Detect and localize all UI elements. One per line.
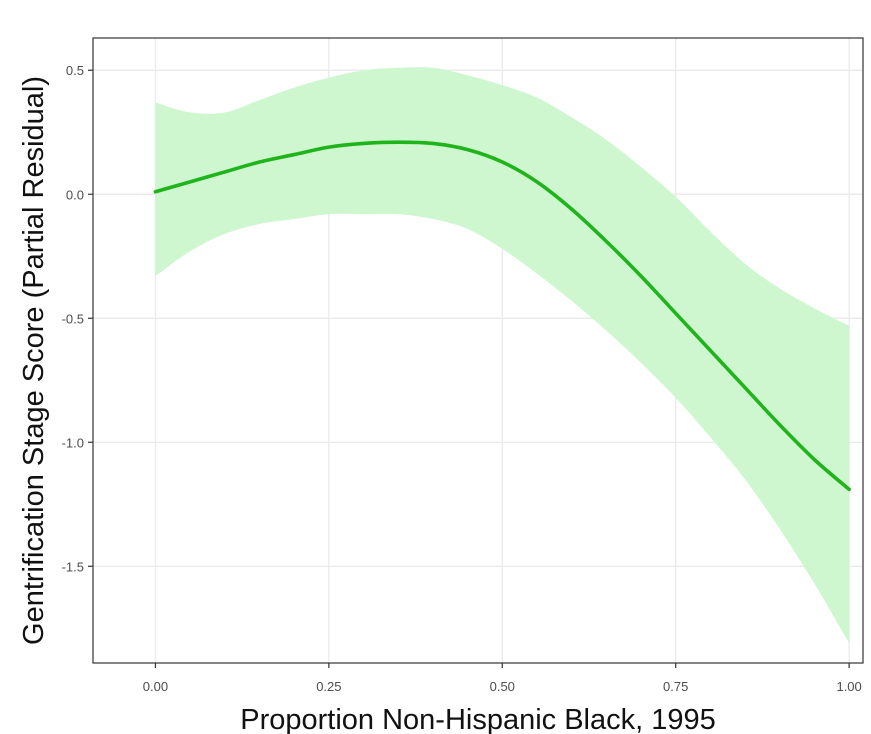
plot-panel-border: [92, 37, 864, 664]
x-tick-label: 0.00: [143, 679, 168, 694]
y-tick-label: -1.0: [62, 435, 84, 450]
x-axis-title: Proportion Non-Hispanic Black, 1995: [240, 704, 716, 734]
confidence-band: [155, 67, 850, 644]
y-tick-label: -1.5: [62, 559, 84, 574]
y-tick-label: 0.0: [66, 187, 84, 202]
y-tick-label: -0.5: [62, 311, 84, 326]
confidence-band-area: [155, 67, 850, 644]
fitted-curve: [153, 140, 851, 492]
x-tick-label: 0.50: [490, 679, 515, 694]
y-axis-ticks: 0.5 0.0 -0.5 -1.0 -1.5: [62, 63, 93, 574]
x-tick-label: 0.75: [663, 679, 688, 694]
fitted-line: [153, 140, 851, 492]
y-axis-title: Gentrification Stage Score (Partial Resi…: [18, 76, 50, 645]
y-tick-label: 0.5: [66, 63, 84, 78]
x-tick-label: 0.25: [316, 679, 341, 694]
x-tick-label: 1.00: [836, 679, 861, 694]
x-axis-ticks: 0.00 0.25 0.50 0.75 1.00: [143, 663, 862, 694]
